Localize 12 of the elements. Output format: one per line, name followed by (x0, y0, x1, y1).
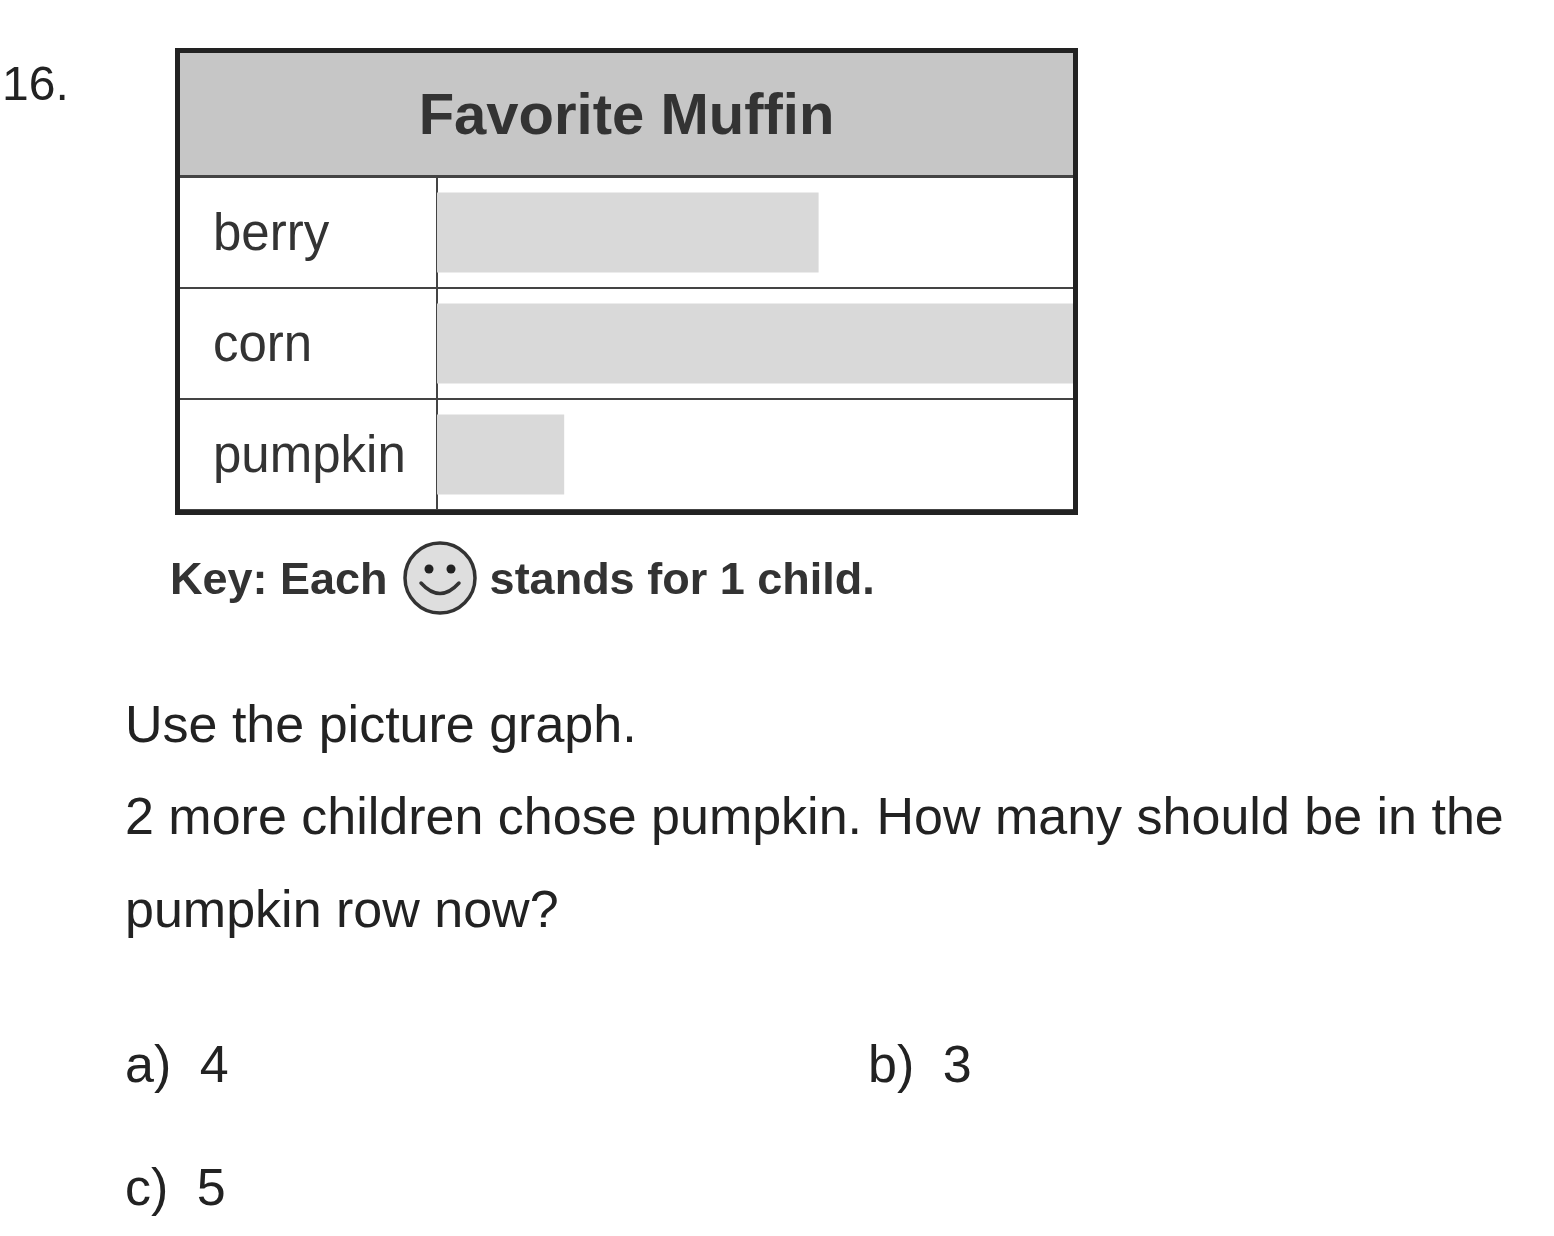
y-tick-label: berry (213, 204, 330, 261)
text: c) 5 (125, 1158, 226, 1216)
text: 16. (2, 57, 69, 110)
text: a) 4 (125, 1035, 229, 1093)
y-tick-label: pumpkin (213, 426, 406, 483)
text: b) 3 (868, 1035, 972, 1093)
text: Key: Each (170, 552, 388, 604)
text: 2 more children chose pumpkin. How many should be in the pumpkin row now? (125, 787, 1504, 938)
text: stands for 1 child. (489, 552, 875, 604)
chart-title: Favorite Muffin (418, 81, 835, 146)
y-tick-label: corn (213, 315, 313, 372)
text: Use the picture graph. (125, 695, 637, 753)
